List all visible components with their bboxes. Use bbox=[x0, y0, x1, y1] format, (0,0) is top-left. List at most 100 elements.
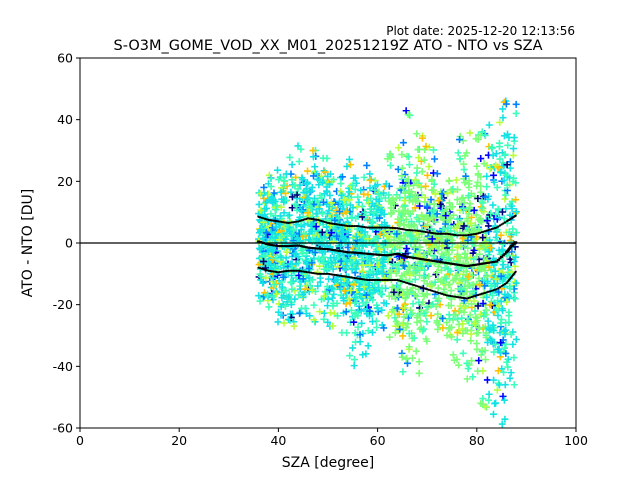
std-point bbox=[460, 234, 464, 237]
scatter-point bbox=[287, 278, 295, 286]
mean-point bbox=[294, 244, 299, 247]
std-point bbox=[417, 285, 421, 288]
std-point bbox=[376, 226, 379, 229]
std-point bbox=[485, 291, 488, 294]
std-point bbox=[434, 290, 437, 293]
scatter-point bbox=[282, 170, 290, 178]
mean-point bbox=[404, 255, 408, 258]
scatter-point bbox=[454, 315, 462, 323]
scatter-point bbox=[277, 227, 285, 235]
scatter-point bbox=[396, 325, 404, 333]
scatter-point bbox=[501, 330, 509, 338]
std-point bbox=[351, 276, 354, 279]
scatter-point bbox=[442, 248, 450, 256]
scatter-point bbox=[422, 182, 430, 190]
scatter-point bbox=[459, 320, 467, 328]
mean-point bbox=[339, 250, 343, 253]
std-point bbox=[303, 270, 306, 273]
scatter-point bbox=[444, 265, 452, 273]
scatter-point bbox=[350, 318, 358, 326]
mean-point bbox=[445, 262, 449, 265]
scatter-point bbox=[400, 206, 408, 214]
std-point bbox=[397, 227, 401, 230]
scatter-point bbox=[418, 168, 426, 176]
scatter-point bbox=[380, 189, 388, 197]
scatter-point bbox=[332, 225, 340, 233]
scatter-point bbox=[436, 200, 444, 208]
mean-point bbox=[508, 247, 512, 250]
std-point bbox=[493, 226, 497, 230]
scatter-point bbox=[415, 298, 423, 306]
scatter-point bbox=[351, 174, 359, 182]
scatter-point bbox=[376, 230, 384, 238]
mean-point bbox=[405, 255, 409, 258]
scatter-point bbox=[499, 114, 507, 122]
mean-point bbox=[504, 251, 509, 254]
scatter-point bbox=[463, 359, 471, 367]
scatter-point bbox=[307, 204, 315, 212]
scatter-point bbox=[477, 351, 485, 359]
scatter-point bbox=[316, 308, 324, 316]
scatter-point bbox=[434, 262, 442, 270]
mean-point bbox=[359, 252, 363, 255]
std-point bbox=[422, 230, 425, 233]
mean-point bbox=[447, 262, 451, 265]
scatter-point bbox=[509, 225, 517, 233]
scatter-point bbox=[483, 172, 491, 180]
scatter-point bbox=[265, 303, 273, 311]
scatter-point bbox=[324, 318, 332, 326]
scatter-point bbox=[299, 290, 307, 298]
scatter-point bbox=[410, 181, 418, 189]
scatter-point bbox=[362, 350, 370, 358]
scatter-point bbox=[420, 325, 428, 333]
scatter-point bbox=[343, 329, 351, 337]
scatter-point bbox=[490, 376, 498, 384]
scatter-point bbox=[360, 173, 368, 181]
mean-point bbox=[410, 256, 414, 259]
scatter-point bbox=[401, 171, 409, 179]
mean-point bbox=[390, 253, 395, 256]
scatter-point bbox=[373, 323, 381, 331]
scatter-point bbox=[309, 147, 317, 155]
scatter-point bbox=[349, 344, 357, 352]
scatter-point bbox=[461, 152, 469, 160]
std-point bbox=[348, 276, 351, 279]
std-point bbox=[293, 220, 297, 224]
scatter-point bbox=[395, 265, 403, 273]
mean-point bbox=[475, 263, 479, 266]
std-point bbox=[343, 224, 346, 227]
scatter-point bbox=[480, 243, 488, 251]
scatter-point bbox=[466, 311, 474, 319]
scatter-point bbox=[463, 317, 471, 325]
std-point bbox=[475, 294, 478, 297]
scatter-point bbox=[272, 206, 280, 214]
scatter-point bbox=[327, 199, 335, 207]
mean-point bbox=[455, 263, 459, 266]
scatter-point bbox=[478, 218, 486, 226]
scatter-point bbox=[326, 309, 334, 317]
std-point bbox=[402, 280, 406, 284]
scatter-point bbox=[437, 266, 445, 274]
series-mean-std bbox=[257, 266, 517, 300]
std-point bbox=[321, 272, 325, 275]
scatter-point bbox=[489, 201, 497, 209]
scatter-point bbox=[370, 286, 378, 294]
scatter-point bbox=[489, 321, 497, 329]
scatter-point bbox=[433, 210, 441, 218]
mean-point bbox=[433, 260, 438, 263]
scatter-point bbox=[421, 194, 429, 202]
std-point bbox=[442, 293, 445, 296]
std-point bbox=[270, 219, 273, 222]
scatter-point bbox=[427, 196, 435, 204]
scatter-point bbox=[338, 173, 346, 181]
scatter-point bbox=[256, 190, 264, 198]
std-point bbox=[402, 228, 406, 231]
mean-point bbox=[298, 244, 302, 247]
mean-point bbox=[385, 254, 390, 257]
std-point bbox=[439, 292, 442, 295]
scatter-point bbox=[501, 150, 509, 158]
scatter-point bbox=[468, 240, 476, 248]
scatter-point bbox=[294, 231, 302, 239]
mean-point bbox=[334, 249, 338, 252]
std-point bbox=[267, 218, 270, 221]
